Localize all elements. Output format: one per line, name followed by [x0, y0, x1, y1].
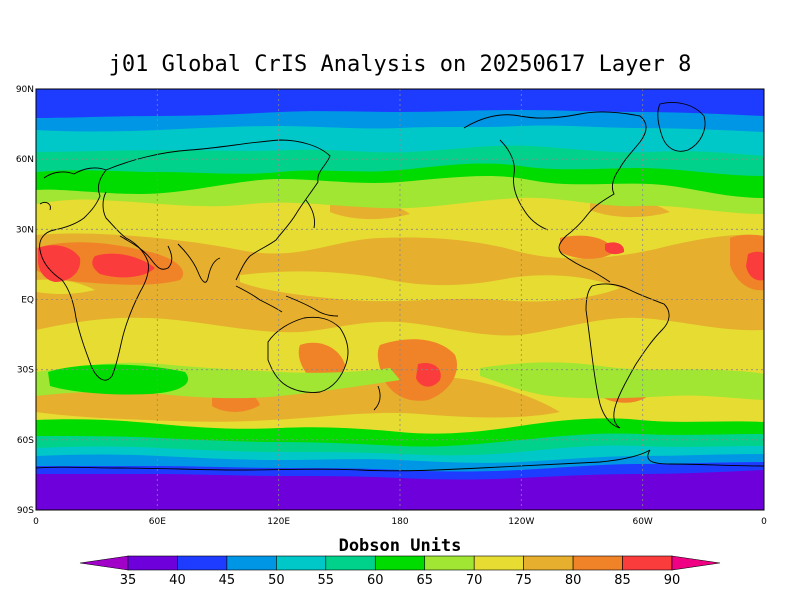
lat-tick-label: 30S: [17, 366, 34, 376]
colorbar-tick-label: 40: [169, 573, 186, 588]
colorbar-tick-label: 80: [565, 573, 582, 588]
latitude-axis: 90N 60N 30N EQ 30S 60S 90S: [16, 85, 34, 516]
lon-tick-label: 60W: [632, 517, 652, 527]
colorbar-labels: 35 40 45 50 55 60 65 70 75 80 85 90: [120, 573, 681, 588]
colorbar-swatch: [572, 555, 623, 571]
lon-tick-label: 120W: [508, 517, 534, 527]
map-title: j01 Global CrIS Analysis on 20250617 Lay…: [108, 52, 692, 77]
field-45-north: [36, 89, 764, 118]
colorbar-swatch: [127, 555, 178, 571]
colorbar-swatch: [622, 555, 673, 571]
colorbar-swatch: [177, 555, 228, 571]
colorbar-swatch: [473, 555, 524, 571]
lon-tick-label: 0: [761, 517, 767, 527]
lat-tick-label: 60S: [17, 436, 34, 446]
lat-tick-label: 90S: [17, 506, 34, 516]
colorbar-swatch: [325, 555, 376, 571]
coastlines: [36, 102, 764, 472]
colorbar-swatch: [523, 555, 574, 571]
colorbar-tick-label: 90: [664, 573, 681, 588]
lon-tick-label: 60E: [149, 517, 166, 527]
lon-tick-label: 0: [33, 517, 39, 527]
field-70-south-b: [480, 362, 764, 400]
lon-tick-label: 120E: [267, 517, 290, 527]
graticule: [36, 89, 764, 510]
colorbar-swatch: [276, 555, 327, 571]
colorbar-swatch: [374, 555, 426, 571]
colorbar-tick-label: 75: [515, 573, 532, 588]
colorbar-tick-label: 60: [367, 573, 384, 588]
lat-tick-label: 90N: [16, 85, 34, 95]
colorbar: [79, 555, 721, 571]
colorbar-overflow-triangle: [671, 555, 721, 571]
lon-tick-label: 180: [391, 517, 408, 527]
colorbar-underflow-triangle: [79, 555, 129, 571]
field-65-south-ring: [48, 364, 189, 395]
lat-tick-label: 60N: [16, 155, 34, 165]
colorbar-title: Dobson Units: [338, 536, 462, 556]
map-frame: [35, 88, 765, 511]
longitude-axis: 0 60E 120E 180 120W 60W 0: [33, 517, 767, 527]
colorbar-swatch: [424, 555, 475, 571]
lat-tick-label: EQ: [21, 296, 34, 306]
colorbar-tick-label: 70: [466, 573, 483, 588]
colorbar-tick-label: 45: [219, 573, 236, 588]
colorbar-tick-label: 35: [120, 573, 137, 588]
lat-tick-label: 30N: [16, 225, 34, 235]
field-90-regions: [38, 242, 764, 387]
colorbar-tick-label: 85: [614, 573, 631, 588]
field-75-equatorial: [36, 271, 620, 302]
colorbar-swatch: [226, 555, 277, 571]
colorbar-tick-label: 55: [318, 573, 335, 588]
colorbar-tick-label: 65: [416, 573, 433, 588]
colorbar-tick-label: 50: [268, 573, 285, 588]
